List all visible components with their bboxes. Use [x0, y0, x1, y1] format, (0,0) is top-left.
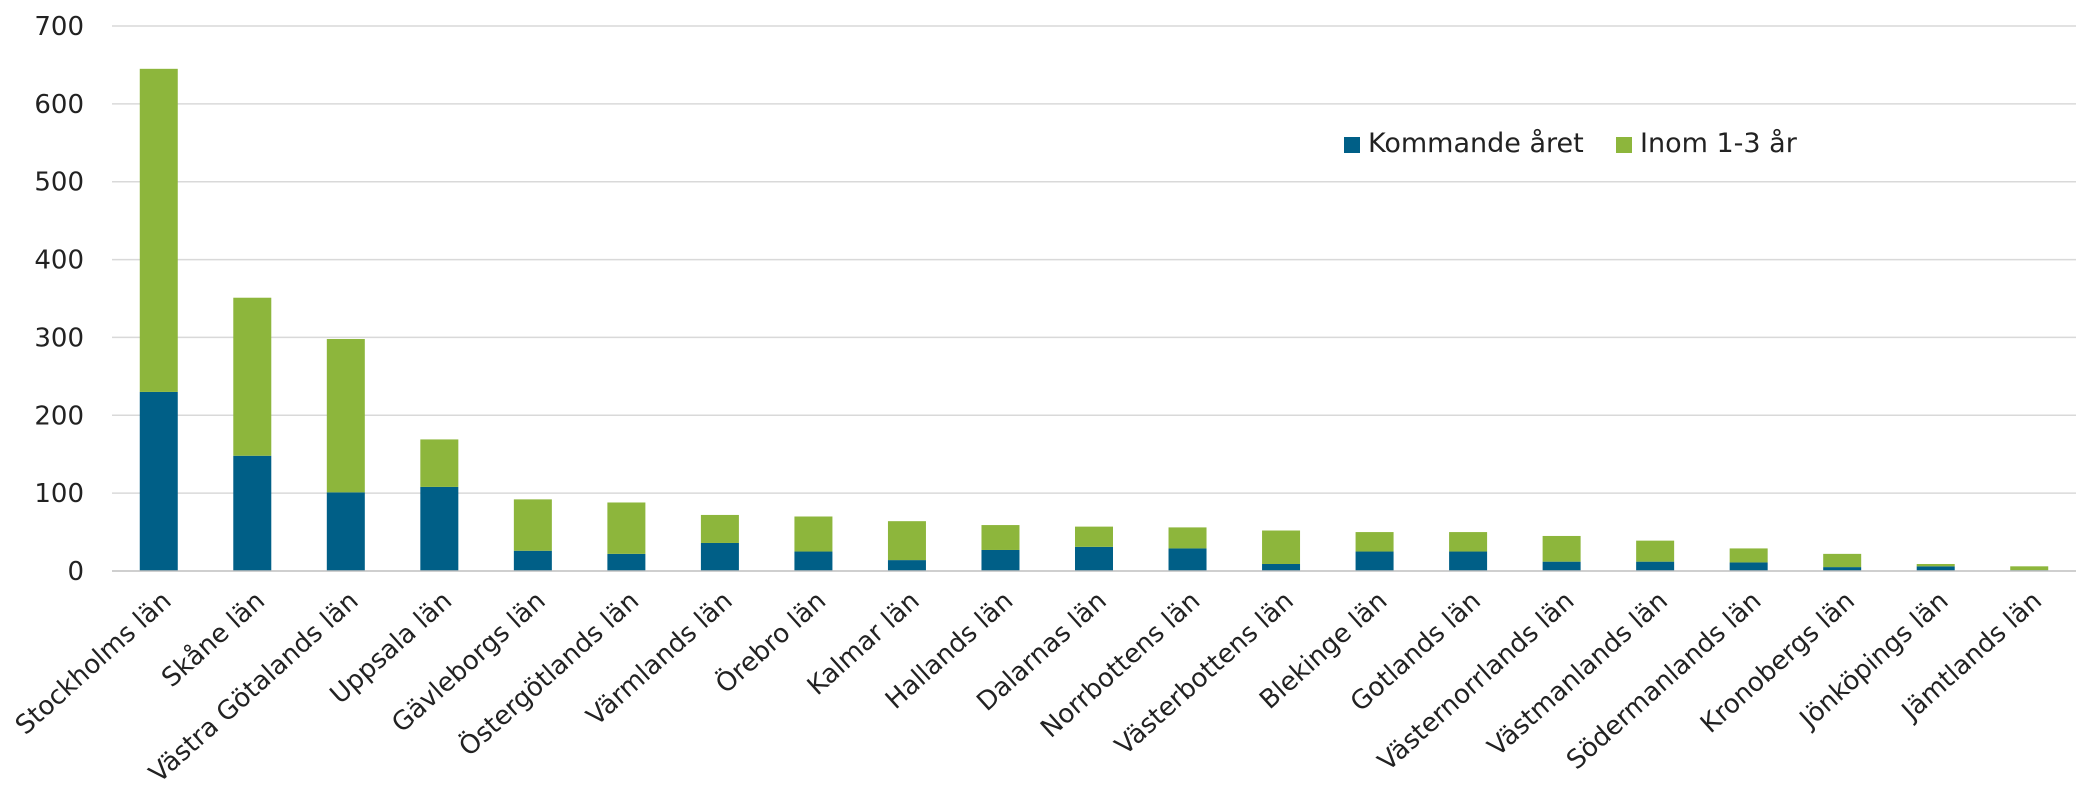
bar-segment-inom-1-3-ar — [420, 439, 459, 487]
x-tick-label: Stockholms län — [10, 586, 177, 741]
y-tick-label: 600 — [34, 90, 84, 120]
bar-segment-kommande-aret — [420, 486, 459, 571]
bar-segment-kommande-aret — [887, 560, 926, 571]
y-tick-label: 200 — [34, 401, 84, 431]
bar-segment-inom-1-3-ar — [794, 516, 833, 552]
y-tick-label: 0 — [67, 557, 84, 587]
bar-segment-inom-1-3-ar — [1729, 548, 1768, 563]
bar-segment-inom-1-3-ar — [139, 68, 178, 392]
y-tick-label: 300 — [34, 323, 84, 353]
bar-segment-inom-1-3-ar — [1262, 530, 1301, 564]
bar-segment-inom-1-3-ar — [326, 338, 365, 493]
bar-segment-kommande-aret — [1449, 551, 1488, 571]
bar-segment-kommande-aret — [233, 455, 272, 571]
bar-segment-kommande-aret — [1636, 561, 1675, 571]
legend: Kommande året Inom 1-3 år — [1344, 128, 1798, 159]
bar-segment-inom-1-3-ar — [607, 502, 646, 554]
bar-segment-kommande-aret — [1355, 551, 1394, 571]
y-tick-label: 100 — [34, 479, 84, 509]
bar-segment-kommande-aret — [1262, 563, 1301, 571]
x-tick-label: Kronobergs län — [1695, 586, 1861, 740]
gridlines — [112, 25, 2076, 494]
bar-segment-kommande-aret — [1168, 548, 1207, 571]
bar-segment-inom-1-3-ar — [2010, 566, 2049, 571]
y-tick-label: 700 — [34, 12, 84, 42]
x-tick-label: Östergötlands län — [452, 584, 645, 762]
bar-segment-inom-1-3-ar — [1823, 553, 1862, 568]
bars — [139, 68, 2049, 571]
bar-segment-inom-1-3-ar — [700, 514, 739, 543]
bar-segment-inom-1-3-ar — [1075, 526, 1113, 547]
legend-label: Kommande året — [1368, 128, 1584, 159]
x-tick-label: Norrbottens län — [1035, 586, 1206, 744]
bar-segment-kommande-aret — [1729, 562, 1768, 571]
bar-segment-kommande-aret — [794, 551, 833, 571]
bar-segment-kommande-aret — [1542, 561, 1581, 571]
bar-segment-kommande-aret — [1916, 566, 1955, 571]
bar-segment-inom-1-3-ar — [1355, 532, 1394, 552]
legend-label: Inom 1-3 år — [1640, 128, 1798, 159]
bar-segment-inom-1-3-ar — [1636, 540, 1675, 562]
x-tick-label: Västerbottens län — [1110, 586, 1300, 761]
y-tick-labels: 0 100 200 300 400 500 600 700 — [34, 12, 84, 587]
bar-segment-inom-1-3-ar — [981, 525, 1020, 550]
bar-segment-kommande-aret — [1823, 567, 1862, 571]
bar-segment-kommande-aret — [139, 391, 178, 571]
bar-segment-inom-1-3-ar — [1542, 535, 1581, 562]
legend-swatch — [1616, 137, 1632, 153]
bar-segment-inom-1-3-ar — [887, 521, 926, 561]
bar-segment-kommande-aret — [1075, 546, 1113, 571]
bar-segment-inom-1-3-ar — [233, 297, 272, 456]
legend-swatch — [1344, 137, 1360, 153]
bar-segment-inom-1-3-ar — [1449, 532, 1488, 552]
bar-segment-inom-1-3-ar — [513, 499, 552, 551]
bar-segment-kommande-aret — [326, 492, 365, 571]
y-tick-label: 500 — [34, 168, 84, 198]
bar-segment-kommande-aret — [607, 553, 646, 571]
bar-segment-kommande-aret — [981, 549, 1020, 571]
bar-segment-kommande-aret — [513, 550, 552, 571]
bar-segment-inom-1-3-ar — [1168, 527, 1207, 549]
bar-segment-inom-1-3-ar — [1916, 563, 1955, 567]
y-tick-label: 400 — [34, 246, 84, 276]
bar-segment-kommande-aret — [700, 542, 739, 571]
x-tick-label: Västmanlands län — [1482, 586, 1674, 763]
